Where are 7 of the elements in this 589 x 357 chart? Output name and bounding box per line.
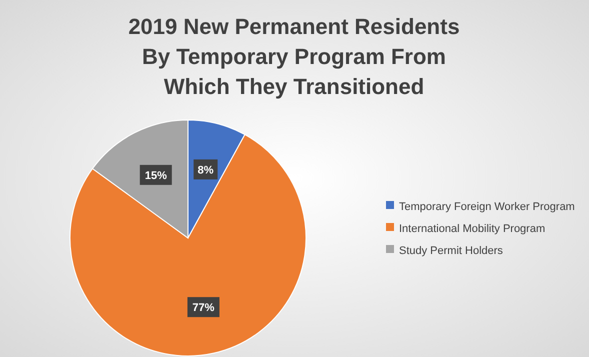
slice-label: International Mobility Program: [399, 222, 546, 235]
chart-title: 2019 New Permanent Residents By Temporary Program From Which They Transitioned: [128, 14, 460, 99]
data-label: 8%: [198, 164, 214, 176]
legend-label: Temporary Foreign Worker Program: [399, 200, 575, 213]
legend-label: Study Permit Holders: [399, 244, 504, 257]
data-label: 15%: [144, 170, 168, 182]
data-label: 77%: [192, 302, 215, 314]
